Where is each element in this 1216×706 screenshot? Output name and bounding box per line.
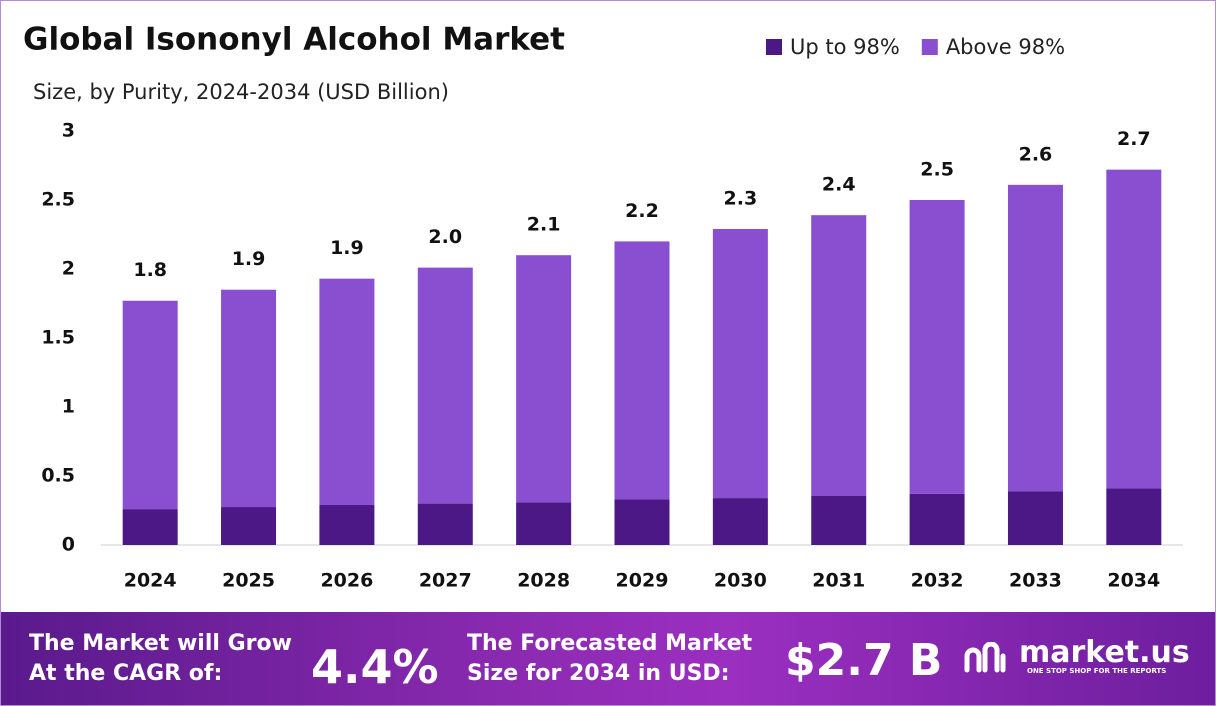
legend-swatch bbox=[766, 39, 782, 55]
total-label: 1.9 bbox=[232, 248, 266, 270]
x-tick-label: 2031 bbox=[812, 570, 865, 592]
bar-segment bbox=[614, 241, 670, 500]
bar-segment bbox=[1106, 488, 1162, 545]
chart: Global Isononyl Alcohol Market Size, by … bbox=[23, 22, 1183, 592]
x-tick-label: 2032 bbox=[911, 570, 964, 592]
size-value: $2.7 B bbox=[785, 635, 943, 686]
y-tick-label: 3 bbox=[62, 120, 75, 142]
total-label: 2.1 bbox=[527, 214, 561, 236]
y-tick-label: 2.5 bbox=[41, 189, 75, 211]
y-tick-label: 1 bbox=[62, 396, 75, 418]
bar-segment bbox=[417, 503, 473, 545]
bar-segment bbox=[614, 499, 670, 545]
chart-subtitle: Size, by Purity, 2024-2034 (USD Billion) bbox=[33, 80, 449, 104]
bar-segment bbox=[909, 493, 965, 545]
total-label: 2.5 bbox=[920, 159, 954, 181]
x-tick-label: 2029 bbox=[616, 570, 669, 592]
y-tick-label: 2 bbox=[62, 258, 75, 280]
x-tick-label: 2028 bbox=[517, 570, 570, 592]
bar-segment bbox=[909, 200, 965, 494]
brand-tagline: ONE STOP SHOP FOR THE REPORTS bbox=[1027, 667, 1167, 675]
x-tick-label: 2030 bbox=[714, 570, 767, 592]
x-tick-label: 2027 bbox=[419, 570, 472, 592]
bar-segment bbox=[1106, 169, 1162, 489]
x-tick-label: 2034 bbox=[1107, 570, 1160, 592]
brand-name: market.us bbox=[1019, 635, 1190, 670]
total-label: 2.0 bbox=[428, 226, 462, 248]
bar-segment bbox=[1007, 184, 1063, 492]
legend-label: Up to 98% bbox=[790, 35, 900, 59]
bar-segment bbox=[221, 289, 277, 508]
y-tick-label: 0.5 bbox=[41, 465, 75, 487]
bar-segment bbox=[516, 502, 572, 545]
legend-swatch bbox=[921, 39, 938, 55]
x-tick-label: 2033 bbox=[1009, 570, 1062, 592]
total-label: 1.8 bbox=[133, 259, 167, 281]
cagr-text: At the CAGR of: bbox=[29, 661, 223, 686]
bar-segment bbox=[712, 498, 768, 545]
x-tick-label: 2026 bbox=[320, 570, 373, 592]
cagr-value: 4.4% bbox=[311, 640, 439, 694]
brand-logo bbox=[964, 642, 1006, 673]
size-text: The Forecasted Market bbox=[467, 631, 753, 656]
cagr-text: The Market will Grow bbox=[29, 631, 292, 656]
legend-label: Above 98% bbox=[946, 35, 1065, 59]
footer-banner: The Market will Grow At the CAGR of: 4.4… bbox=[1, 612, 1215, 705]
bar-segment bbox=[221, 507, 277, 545]
y-tick-label: 1.5 bbox=[41, 327, 75, 349]
total-label: 2.3 bbox=[724, 187, 758, 209]
y-tick-label: 0 bbox=[62, 534, 75, 556]
x-tick-label: 2025 bbox=[222, 570, 275, 592]
x-tick-label: 2024 bbox=[124, 570, 177, 592]
bar-segment bbox=[319, 278, 375, 505]
bar-segment bbox=[712, 228, 768, 499]
bar-segment bbox=[122, 509, 178, 545]
bar-segment bbox=[811, 215, 867, 497]
total-label: 1.9 bbox=[330, 237, 364, 259]
total-label: 2.7 bbox=[1117, 128, 1151, 150]
size-text: Size for 2034 in USD: bbox=[467, 661, 730, 686]
total-label: 2.4 bbox=[822, 174, 856, 196]
bar-segment bbox=[1007, 491, 1063, 545]
total-label: 2.2 bbox=[625, 200, 659, 222]
bar-segment bbox=[811, 496, 867, 545]
bar-segment bbox=[122, 300, 178, 510]
bar-segment bbox=[516, 255, 572, 503]
bar-segment bbox=[417, 267, 473, 504]
bar-segment bbox=[319, 504, 375, 545]
chart-title: Global Isononyl Alcohol Market bbox=[23, 22, 565, 58]
total-label: 2.6 bbox=[1019, 143, 1053, 165]
